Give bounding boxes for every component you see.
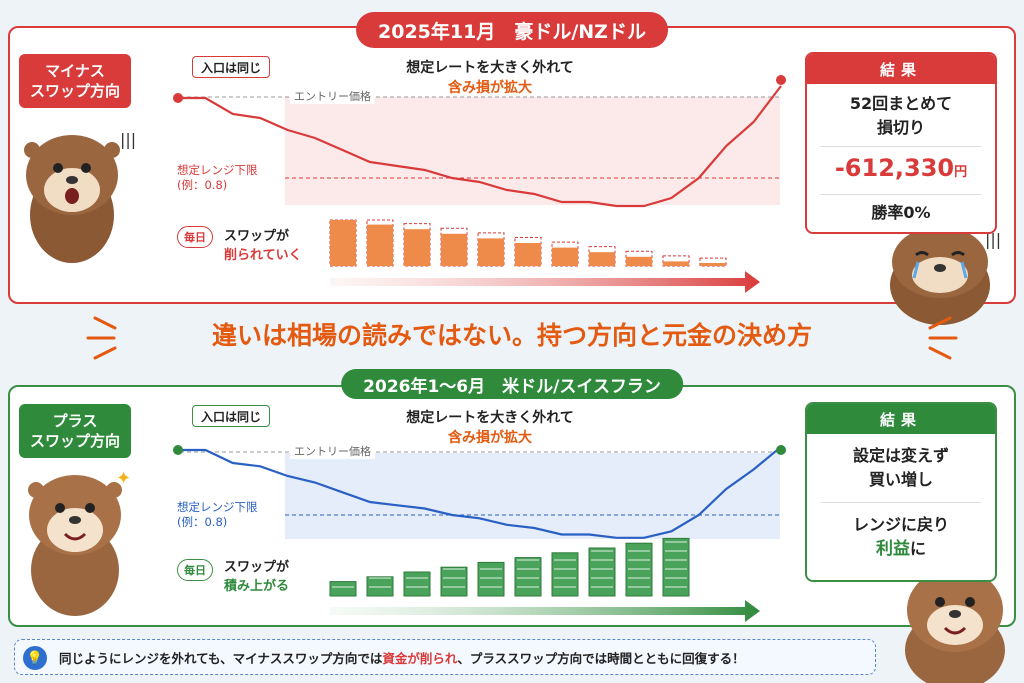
top-range-label: 想定レンジ下限 (例：0.8) <box>177 163 258 193</box>
lightbulb-icon: 💡 <box>23 646 47 670</box>
bottom-daily-badge: 毎日 <box>177 559 213 581</box>
top-result-card: 結果 52回まとめて 損切り -612,330円 勝率0% <box>805 52 997 234</box>
range-label-line1: 想定レンジ下限 <box>177 163 258 177</box>
swap-bar-outline <box>625 250 653 267</box>
tag-line2: スワップ方向 <box>29 432 120 450</box>
entry-same-label: 入口は同じ <box>192 405 271 427</box>
bottom-range-label: 想定レンジ下限 (例：0.8) <box>177 500 258 530</box>
swap-bar <box>367 224 393 266</box>
top-swap-text: スワップが 削られていく <box>224 227 302 265</box>
result-line4-tail: に <box>909 539 926 558</box>
top-daily-badge: 毎日 <box>177 226 213 248</box>
swap-bar <box>514 557 542 597</box>
swap-bar <box>477 561 505 597</box>
range-label-line2: (例：0.8) <box>177 515 228 529</box>
emphasis-marks-right-icon <box>928 316 958 360</box>
bottom-entry-price-label: エントリー価格 <box>290 443 375 459</box>
happy-otter-icon: ✦ <box>28 468 131 616</box>
minus-swap-tag: マイナス スワップ方向 <box>19 54 131 108</box>
bottom-swap-text: スワップが 積み上がる <box>224 558 289 596</box>
result-title: 結果 <box>807 404 995 434</box>
swap-line1: スワップが <box>224 229 290 244</box>
tag-line2: スワップ方向 <box>29 82 120 100</box>
center-message: 違いは相場の読みではない。持つ方向と元金の決め方 <box>211 321 812 350</box>
result-line2: 損切り <box>876 118 925 137</box>
swap-bar <box>366 576 394 597</box>
footer-note: 💡 同じようにレンジを外れても、マイナススワップ方向では 資金が削られ 、プラススワ… <box>14 639 876 675</box>
tag-line1: マイナス <box>45 62 105 80</box>
swap-bar-outline <box>662 255 690 267</box>
top-panel-title: 2025年11月 豪ドル/NZドル <box>356 12 668 48</box>
swap-bar <box>551 552 579 597</box>
result-title: 結果 <box>807 54 995 84</box>
result-line1: 52回まとめて <box>849 94 953 113</box>
top-end-dot <box>776 75 786 85</box>
plus-swap-tag: プラス スワップ方向 <box>19 404 131 458</box>
svg-text:|||: ||| <box>120 130 136 149</box>
bottom-price-line <box>178 445 782 539</box>
swap-bar <box>403 571 431 597</box>
headline-line1: 想定レートを大きく外れて <box>406 410 574 426</box>
swap-bar <box>588 547 616 597</box>
top-start-dot <box>173 93 183 103</box>
svg-text:|||: ||| <box>985 230 1001 249</box>
tag-line1: プラス <box>52 412 98 430</box>
svg-text:✦: ✦ <box>116 468 131 489</box>
top-entry-price-label: エントリー価格 <box>290 88 375 104</box>
loss-unit: 円 <box>954 165 968 180</box>
top-swap-bars <box>329 219 727 267</box>
swap-bar <box>330 220 356 266</box>
top-headline: 想定レートを大きく外れて 含み損が拡大 <box>360 58 620 98</box>
result-line3: レンジに戻り <box>852 515 949 534</box>
bottom-loss-zone <box>285 453 780 539</box>
crying-otter-icon: ||| <box>890 226 1001 325</box>
top-arrow <box>330 271 760 293</box>
loss-amount: -612,330 <box>834 154 955 182</box>
bottom-start-dot <box>173 445 183 455</box>
bottom-headline: 想定レートを大きく外れて 含み損が拡大 <box>360 408 620 448</box>
swap-bar <box>700 263 726 266</box>
swap-bar <box>662 537 690 597</box>
swap-bar <box>404 229 430 266</box>
bottom-end-dot <box>776 445 786 455</box>
swap-bar <box>589 252 615 266</box>
range-label-line2: (例：0.8) <box>177 178 228 192</box>
footer-part1: 同じようにレンジを外れても、マイナススワップ方向では <box>59 650 383 666</box>
footer-accent: 資金が削られ <box>382 650 458 666</box>
top-loss-zone <box>285 97 780 205</box>
swap-line2: 積み上がる <box>224 579 290 594</box>
worried-otter-icon: ||| <box>24 130 136 263</box>
cheerful-otter-icon: \\ <box>905 553 1005 683</box>
swap-line1: スワップが <box>224 560 290 575</box>
emphasis-marks-left-icon <box>86 316 117 360</box>
swap-bar <box>626 256 652 266</box>
swap-bar <box>515 243 541 266</box>
bottom-arrow <box>330 600 760 622</box>
headline-line2: 含み損が拡大 <box>448 430 532 446</box>
bottom-swap-bars <box>329 537 690 597</box>
bottom-result-card: 結果 設定は変えず 買い増し レンジに戻り 利益に <box>805 402 997 582</box>
profit-word: 利益 <box>875 539 910 559</box>
range-label-line1: 想定レンジ下限 <box>177 500 258 514</box>
swap-bar <box>441 233 467 266</box>
swap-line2: 削られていく <box>224 248 302 263</box>
swap-bar <box>440 566 468 597</box>
win-rate: 勝率0% <box>871 203 931 222</box>
result-line4: 利益に <box>807 537 995 561</box>
swap-bar <box>663 261 689 266</box>
top-price-line <box>178 85 782 208</box>
result-line2: 買い増し <box>868 470 933 489</box>
swap-bar <box>478 238 504 266</box>
entry-same-label: 入口は同じ <box>192 56 271 78</box>
swap-bar <box>329 581 357 597</box>
headline-line1: 想定レートを大きく外れて <box>406 60 574 76</box>
swap-bar <box>552 247 578 266</box>
headline-line2: 含み損が拡大 <box>448 80 532 96</box>
result-line1: 設定は変えず <box>852 446 949 465</box>
bottom-panel-title: 2026年1～6月 米ドル/スイスフラン <box>341 369 683 399</box>
loss-amount-text: -612,330円 <box>807 153 995 188</box>
footer-part2: 、プラススワップ方向では時間とともに回復する！ <box>457 650 745 666</box>
